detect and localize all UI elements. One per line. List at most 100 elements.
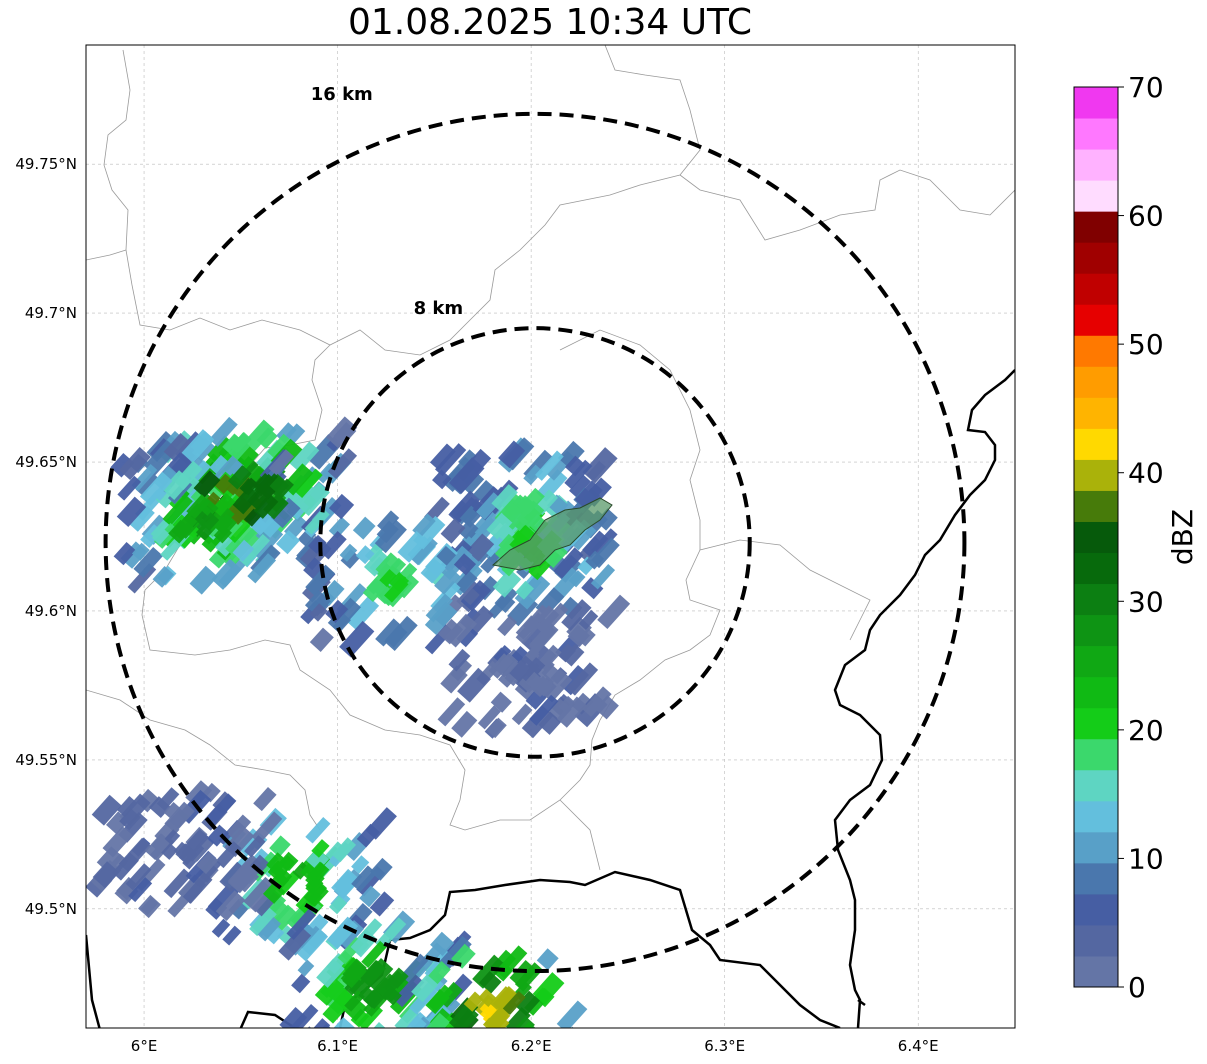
radar-echo-core bbox=[248, 483, 276, 511]
radar-echo-cell bbox=[350, 1008, 370, 1028]
radar-echo-core bbox=[227, 465, 252, 490]
radar-echo-cell bbox=[594, 695, 619, 720]
radar-echo-cell bbox=[369, 891, 395, 917]
radar-echo-cell bbox=[211, 558, 242, 590]
colorbar-tick-label: 10 bbox=[1128, 842, 1164, 875]
radar-echo-core bbox=[164, 829, 181, 846]
radar-echo-cell bbox=[393, 974, 425, 1008]
radar-echo-cell bbox=[305, 817, 331, 844]
radar-echo-cell bbox=[375, 618, 403, 647]
radar-echo-cell bbox=[455, 570, 478, 594]
radar-echo-cell bbox=[529, 694, 559, 726]
radar-echo-cell bbox=[215, 890, 246, 921]
radar-echo-cell bbox=[328, 493, 355, 520]
radar-echo-cell bbox=[351, 855, 370, 874]
colorbar-segment bbox=[1074, 924, 1118, 957]
radar-echo-cell bbox=[304, 508, 330, 535]
radar-echo-cell bbox=[412, 513, 436, 538]
radar-echo-cell bbox=[239, 534, 271, 567]
radar-echo-cell bbox=[532, 972, 565, 1005]
radar-echo-cell bbox=[359, 885, 381, 908]
radar-echo-core bbox=[306, 861, 327, 883]
colorbar-tick-label: 70 bbox=[1128, 71, 1164, 104]
radar-echo-cell bbox=[110, 452, 135, 478]
radar-echo-cell bbox=[423, 1049, 446, 1064]
radar-echo-cell bbox=[309, 627, 334, 652]
radar-echo-cell bbox=[156, 787, 180, 811]
colorbar-segment bbox=[1074, 304, 1118, 336]
lat-tick-label: 49.6°N bbox=[25, 602, 77, 620]
radar-echo-cell bbox=[243, 876, 278, 913]
radar-echo-core bbox=[193, 470, 221, 498]
radar-echo-cell bbox=[325, 599, 349, 624]
radar-echo-core bbox=[364, 989, 385, 1010]
radar-echo-cell bbox=[269, 835, 291, 858]
admin-boundary bbox=[559, 799, 601, 871]
radar-echo-cell bbox=[116, 496, 147, 527]
range-ring-label: 8 km bbox=[414, 298, 464, 319]
radar-echo-cell bbox=[133, 546, 164, 578]
radar-echo-cell bbox=[370, 857, 393, 881]
colorbar-segment bbox=[1074, 645, 1118, 678]
radar-echo-cell bbox=[457, 519, 480, 542]
radar-echo-core bbox=[161, 843, 179, 860]
radar-echo-cell bbox=[294, 468, 323, 498]
radar-echo-cell bbox=[568, 570, 586, 588]
radar-echo-core bbox=[185, 828, 210, 854]
radar-echo-core bbox=[521, 656, 546, 681]
radar-echo-core bbox=[533, 675, 554, 697]
radar-echo-cell bbox=[433, 1031, 452, 1050]
colorbar-segment bbox=[1074, 87, 1118, 119]
radar-echo-cell bbox=[343, 997, 368, 1022]
radar-echo-cell bbox=[511, 703, 533, 726]
radar-echo-cell bbox=[351, 865, 377, 892]
radar-echo-cell bbox=[257, 917, 282, 942]
radar-echo-cell bbox=[356, 823, 380, 848]
radar-echo-cell bbox=[558, 695, 575, 713]
radar-echo-cell bbox=[477, 705, 501, 730]
radar-echo-cell bbox=[535, 450, 564, 481]
radar-echo-cell bbox=[375, 917, 407, 950]
radar-echo-cell bbox=[523, 464, 544, 486]
radar-echo-cell bbox=[434, 443, 467, 477]
radar-echo-cell bbox=[397, 530, 429, 563]
radar-echo-cell bbox=[117, 475, 142, 501]
range-rings: 16 km 8 km bbox=[103, 84, 967, 974]
radar-echo-cell bbox=[319, 530, 347, 560]
radar-echo-core bbox=[168, 519, 192, 544]
radar-echo-cell bbox=[551, 1046, 569, 1064]
radar-echo-cell bbox=[448, 490, 481, 524]
radar-echo-core bbox=[489, 986, 513, 1010]
radar-echo-cell bbox=[561, 599, 592, 631]
radar-echo-cell bbox=[540, 669, 573, 703]
border-luxembourg-france bbox=[86, 934, 101, 1028]
radar-echo-cell bbox=[553, 547, 584, 579]
colorbar-segment bbox=[1074, 459, 1118, 491]
admin-boundary bbox=[103, 45, 701, 356]
radar-echo-cell bbox=[556, 1000, 588, 1028]
radar-echo-cell bbox=[331, 868, 361, 899]
radar-echo-cell bbox=[403, 1041, 433, 1064]
radar-echo-cell bbox=[151, 526, 170, 545]
radar-echo-cell bbox=[181, 429, 215, 464]
radar-echo-core bbox=[196, 851, 219, 874]
radar-echo-cell bbox=[457, 667, 491, 703]
radar-echo-cell bbox=[450, 1033, 470, 1053]
radar-echo-cell bbox=[558, 1026, 584, 1028]
radar-echo-cell bbox=[424, 601, 458, 636]
radar-echo-core bbox=[541, 663, 560, 682]
radar-echo-cell bbox=[211, 918, 231, 938]
radar-echo-cell bbox=[440, 518, 466, 544]
radar-echo-cell bbox=[514, 572, 551, 610]
colorbar-segment bbox=[1074, 862, 1118, 895]
radar-echo-cell bbox=[564, 455, 586, 477]
lon-tick-label: 6.2°E bbox=[511, 1037, 552, 1055]
map-area: 16 km 8 km bbox=[86, 45, 1015, 1064]
radar-echo-cell bbox=[328, 895, 348, 915]
radar-echo-core bbox=[502, 502, 523, 523]
radar-echo-cell bbox=[244, 835, 266, 858]
radar-echo-cell bbox=[244, 419, 275, 452]
radar-echo-cell bbox=[163, 433, 192, 462]
lon-tick-label: 6.4°E bbox=[898, 1037, 939, 1055]
radar-echo-core bbox=[487, 1014, 505, 1028]
